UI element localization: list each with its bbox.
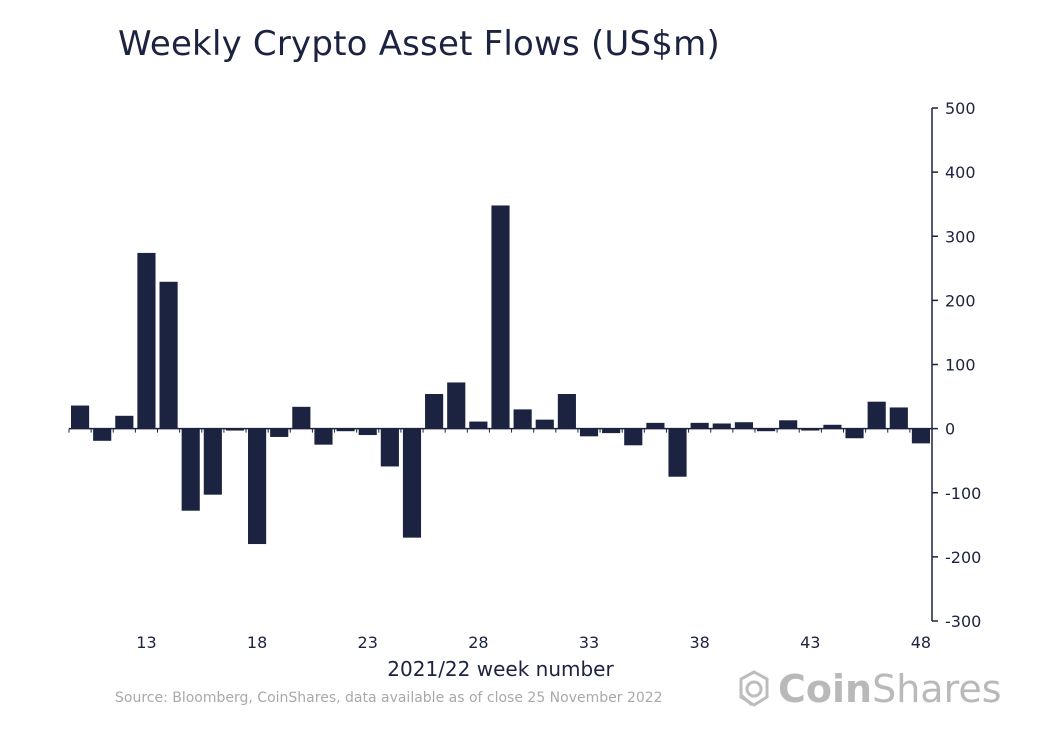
bar-week-38: [690, 422, 709, 429]
y-tick-label: 500: [945, 99, 976, 118]
bar-week-21: [314, 428, 333, 445]
bar-week-36: [646, 422, 665, 429]
bar-week-45: [845, 428, 864, 439]
y-tick-label: 100: [945, 356, 976, 375]
bar-week-42: [779, 420, 798, 429]
bar-week-12: [115, 415, 134, 429]
bar-week-28: [469, 421, 488, 429]
logo-text-bold: Coin: [778, 667, 873, 711]
y-tick-label: 400: [945, 163, 976, 182]
bar-week-33: [579, 428, 599, 437]
bar-week-25: [402, 428, 422, 538]
bar-week-10: [70, 405, 90, 429]
bar-week-41: [756, 428, 776, 432]
y-tick-label: -100: [945, 484, 981, 503]
bar-week-46: [867, 401, 886, 429]
bar-week-37: [668, 428, 687, 477]
y-tick-label: 0: [945, 420, 955, 439]
bar-week-43: [801, 428, 820, 431]
x-tick-label: 13: [136, 633, 156, 652]
bar-week-26: [425, 393, 444, 429]
bar-week-44: [823, 424, 842, 429]
bar-week-39: [712, 423, 731, 429]
bar-week-23: [358, 428, 377, 436]
x-axis-label: 2021/22 week number: [387, 657, 614, 681]
y-tick-label: 300: [945, 227, 976, 246]
y-tick-label: -300: [945, 612, 981, 631]
bar-week-48: [911, 428, 931, 444]
bar-week-18: [248, 428, 267, 545]
bar-week-14: [159, 281, 178, 429]
coinshares-logo: CoinShares: [736, 666, 1002, 712]
x-tick-label: 38: [689, 633, 709, 652]
bar-week-32: [557, 393, 576, 429]
source-note: Source: Bloomberg, CoinShares, data avai…: [115, 690, 663, 706]
bar-week-22: [336, 428, 355, 432]
x-tick-label: 18: [247, 633, 267, 652]
bar-week-35: [624, 428, 643, 446]
bar-week-19: [270, 428, 289, 437]
bar-week-27: [447, 382, 466, 429]
logo-text-light: Shares: [872, 667, 1002, 711]
chart-title: Weekly Crypto Asset Flows (US$m): [118, 24, 720, 64]
bar-week-17: [225, 428, 245, 431]
bar-week-30: [513, 409, 532, 429]
x-tick-label: 48: [911, 633, 931, 652]
logo-wordmark: CoinShares: [778, 667, 1002, 711]
y-tick-label: -200: [945, 548, 981, 567]
bar-week-40: [734, 422, 753, 429]
x-tick-label: 43: [800, 633, 820, 652]
bar-week-16: [203, 428, 222, 495]
bar-week-29: [491, 205, 510, 429]
bar-week-11: [93, 428, 112, 441]
bar-week-15: [181, 428, 200, 511]
bar-week-24: [380, 428, 399, 467]
bar-week-13: [137, 252, 156, 429]
bar-week-31: [535, 419, 554, 429]
y-tick-label: 200: [945, 291, 976, 310]
x-tick-label: 28: [468, 633, 488, 652]
x-tick-label: 33: [579, 633, 599, 652]
bar-week-47: [889, 407, 908, 429]
x-tick-label: 23: [358, 633, 378, 652]
bar-week-20: [292, 406, 311, 429]
coinshares-logo-icon: [739, 670, 769, 707]
bar-week-34: [602, 428, 621, 434]
